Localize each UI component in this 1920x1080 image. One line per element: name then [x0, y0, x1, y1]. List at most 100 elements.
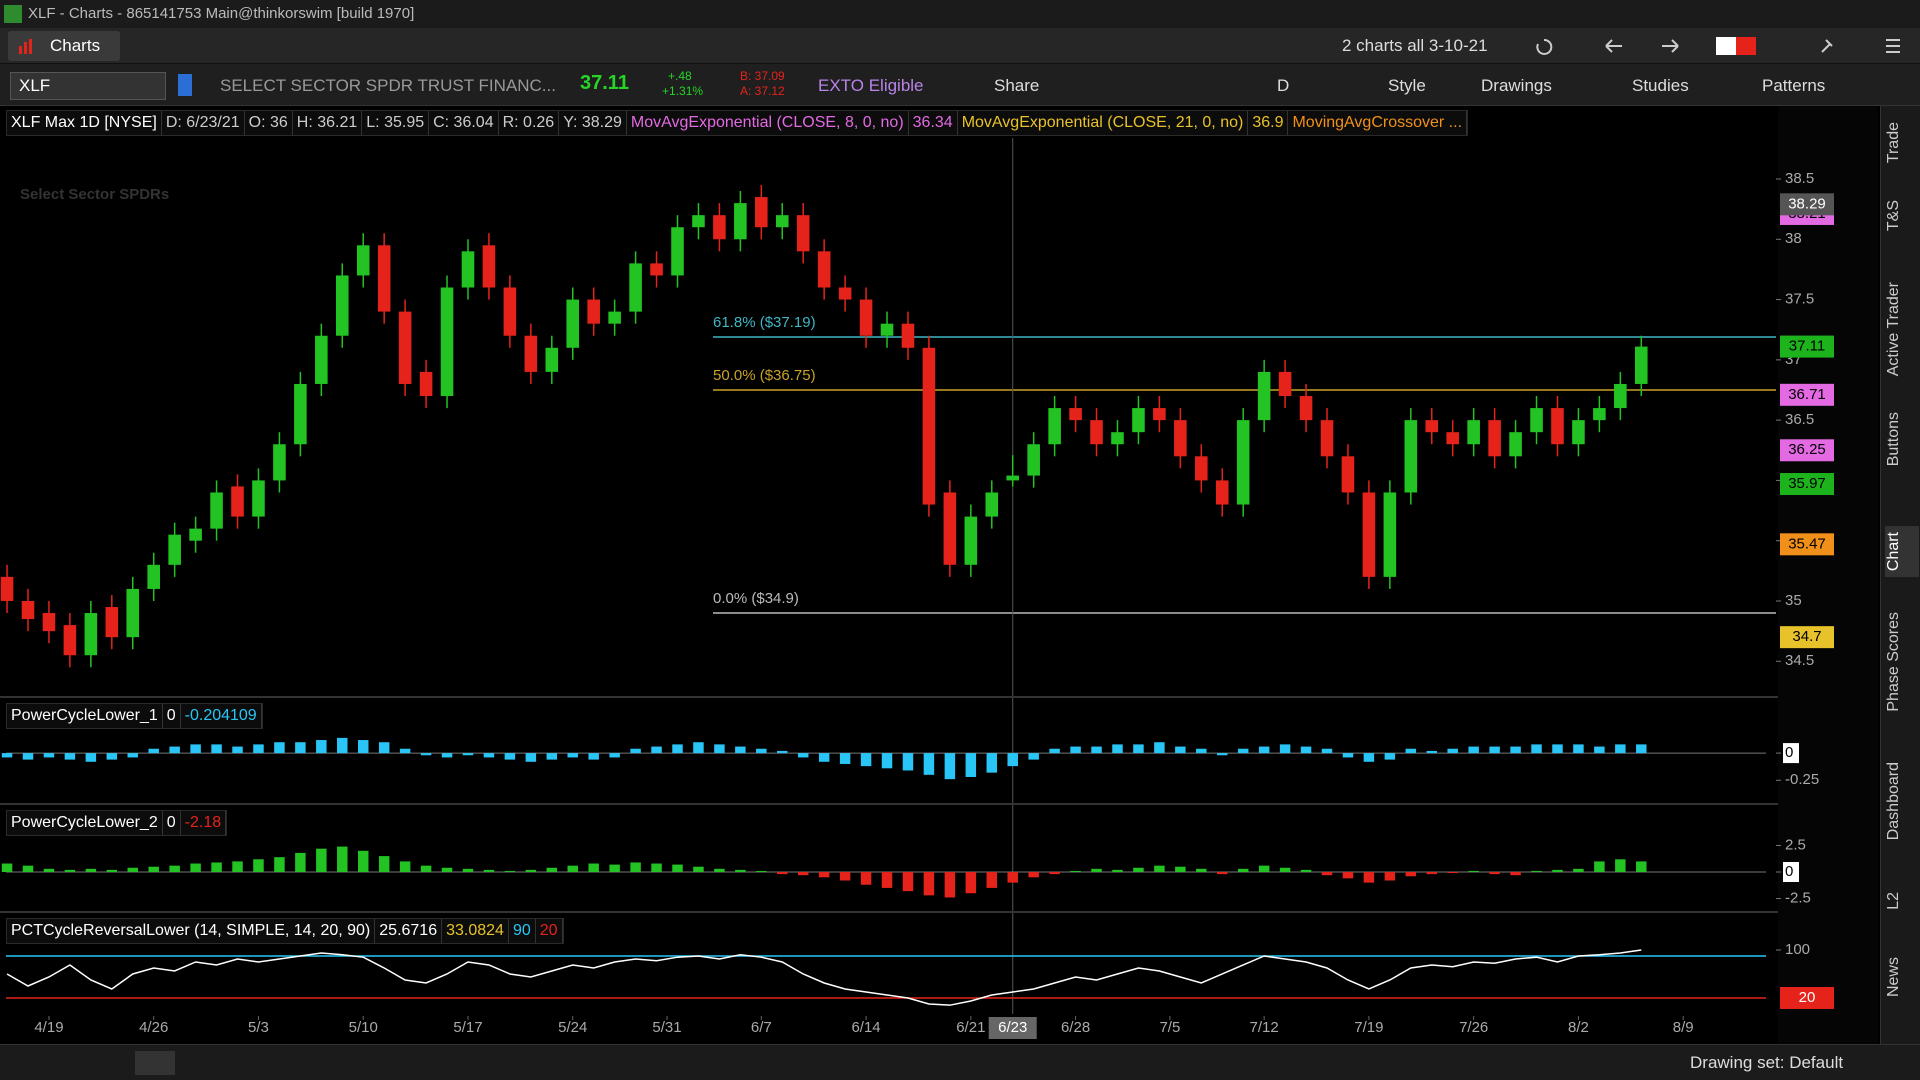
- histogram-bar: [253, 859, 264, 873]
- histogram-bar: [1196, 868, 1207, 873]
- histogram-bar: [169, 746, 180, 754]
- candle-body: [587, 299, 600, 324]
- candle-body: [1174, 420, 1187, 457]
- histogram-bar: [127, 753, 138, 758]
- histogram-bar: [1196, 748, 1207, 754]
- panel-header: PCTCycleReversalLower (14, SIMPLE, 14, 2…: [6, 918, 564, 944]
- histogram-bar: [672, 864, 683, 873]
- histogram-bar: [43, 753, 55, 758]
- histogram-bar: [1237, 748, 1249, 754]
- y-tick-label: 36.5: [1785, 411, 1814, 428]
- collapse-button[interactable]: [135, 1051, 175, 1075]
- header-item: O: 36: [245, 111, 293, 135]
- price-badge-label: 37.11: [1789, 338, 1825, 355]
- sidebar-tab[interactable]: News: [1885, 957, 1902, 998]
- histogram-bar: [232, 746, 243, 754]
- histogram-bar: [399, 748, 411, 754]
- histogram-bar: [232, 861, 243, 873]
- histogram-bar: [1237, 868, 1249, 873]
- histogram-bar: [22, 865, 34, 873]
- candle-body: [755, 197, 768, 228]
- exto-badge[interactable]: EXTO Eligible: [818, 76, 924, 95]
- style-button[interactable]: Style: [1388, 76, 1426, 95]
- histogram-bar: [1070, 870, 1081, 873]
- histogram-bar: [1154, 865, 1165, 873]
- histogram-bar: [944, 872, 956, 898]
- candle-body: [231, 486, 244, 517]
- share-button[interactable]: Share: [994, 76, 1040, 95]
- histogram-bar: [1049, 872, 1060, 875]
- sidebar-tab[interactable]: Phase Scores: [1885, 612, 1902, 712]
- histogram-bar: [588, 863, 599, 873]
- candle-body: [838, 287, 852, 300]
- symbol: XLF: [19, 76, 51, 95]
- histogram-bar: [693, 742, 704, 754]
- sidebar-tab[interactable]: Active Trader: [1885, 282, 1902, 377]
- x-tick-label: 5/24: [558, 1019, 587, 1036]
- y-tick-label: 0: [1785, 744, 1793, 761]
- symbol-box[interactable]: XLF: [10, 72, 166, 100]
- histogram-bar: [1154, 742, 1165, 754]
- histogram-bar: [1175, 866, 1186, 873]
- candle-body: [356, 245, 370, 276]
- histogram-bar: [839, 872, 851, 881]
- histogram-bar: [818, 872, 830, 878]
- header-item: H: 36.21: [293, 111, 363, 135]
- sidebar-tab[interactable]: Dashboard: [1885, 762, 1902, 841]
- x-tick-label: 4/26: [139, 1019, 168, 1036]
- charts-tab[interactable]: Charts: [8, 31, 120, 61]
- candle-body: [880, 323, 894, 336]
- symbol-toolbar: XLF SELECT SECTOR SPDR TRUST FINANC... 3…: [0, 64, 1920, 106]
- header-item: C: 36.04: [429, 111, 499, 135]
- histogram-bar: [1573, 744, 1584, 754]
- candle-body: [126, 588, 140, 638]
- description: SELECT SECTOR SPDR TRUST FINANC...: [220, 76, 556, 95]
- histogram-bar: [1112, 869, 1123, 873]
- patterns-button[interactable]: Patterns: [1762, 76, 1826, 95]
- histogram-bar: [818, 753, 830, 762]
- histogram-bar: [923, 753, 935, 775]
- histogram-bar: [1007, 872, 1018, 883]
- histogram-bar: [1300, 746, 1312, 754]
- cursor-badge: [988, 1017, 1037, 1039]
- candle-body: [315, 335, 328, 384]
- price-badge: [1780, 986, 1834, 1009]
- header-item: PowerCycleLower_2: [7, 811, 163, 835]
- sidebar-tab[interactable]: Trade: [1885, 122, 1902, 164]
- aggregation-button[interactable]: D: [1277, 76, 1290, 95]
- drawings-button[interactable]: Drawings: [1481, 76, 1552, 95]
- candle-body: [1278, 371, 1292, 397]
- sidebar-tab[interactable]: L2: [1885, 892, 1902, 910]
- histogram-bar: [1573, 868, 1584, 873]
- candle-body: [294, 383, 307, 445]
- studies-button[interactable]: Studies: [1632, 76, 1689, 95]
- histogram-bar: [923, 872, 935, 896]
- watermark: Select Sector SPDRs: [20, 186, 169, 203]
- sidebar-tab[interactable]: Chart: [1885, 526, 1919, 578]
- drawing-set[interactable]: Drawing set: Default: [1690, 1053, 1844, 1072]
- link-icon[interactable]: [178, 74, 192, 96]
- histogram-bar: [1, 863, 13, 873]
- candle-body: [335, 275, 349, 336]
- layout-button[interactable]: 2 charts all 3-10-21: [1342, 36, 1488, 55]
- candle-body: [1446, 432, 1460, 445]
- candle-body: [1509, 432, 1522, 457]
- histogram-bar: [1510, 872, 1521, 876]
- histogram-bar: [85, 868, 97, 873]
- histogram-bar: [1258, 865, 1270, 873]
- candle-body: [775, 215, 789, 228]
- histogram-bar: [839, 753, 851, 764]
- histogram-bar: [483, 869, 495, 873]
- candle-body: [734, 203, 747, 240]
- sidebar-tab[interactable]: T&S: [1885, 200, 1902, 232]
- histogram-bar: [881, 872, 893, 888]
- header-item: 25.6716: [375, 919, 443, 943]
- sidebar-tab[interactable]: Buttons: [1885, 412, 1902, 467]
- candle-body: [0, 576, 14, 601]
- header-item: R: 0.26: [499, 111, 560, 135]
- histogram-bar: [169, 865, 180, 873]
- histogram-bar: [1636, 744, 1647, 754]
- histogram-bar: [1384, 872, 1396, 881]
- histogram-bar: [1133, 744, 1144, 754]
- y-tick-label: 38.5: [1785, 170, 1814, 187]
